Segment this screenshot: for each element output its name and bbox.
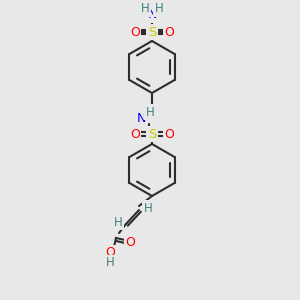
- Text: H: H: [106, 256, 114, 269]
- Text: H: H: [144, 202, 152, 214]
- Text: S: S: [148, 26, 156, 38]
- Text: H: H: [141, 2, 149, 16]
- Text: O: O: [125, 236, 135, 248]
- Text: H: H: [154, 2, 164, 16]
- Text: H: H: [114, 215, 122, 229]
- Text: O: O: [105, 247, 115, 260]
- Text: O: O: [164, 128, 174, 140]
- Text: O: O: [130, 26, 140, 38]
- Text: H: H: [146, 106, 154, 118]
- Text: O: O: [164, 26, 174, 38]
- Text: O: O: [130, 128, 140, 140]
- Text: N: N: [147, 8, 157, 22]
- Text: N: N: [136, 112, 146, 125]
- Text: S: S: [148, 128, 156, 140]
